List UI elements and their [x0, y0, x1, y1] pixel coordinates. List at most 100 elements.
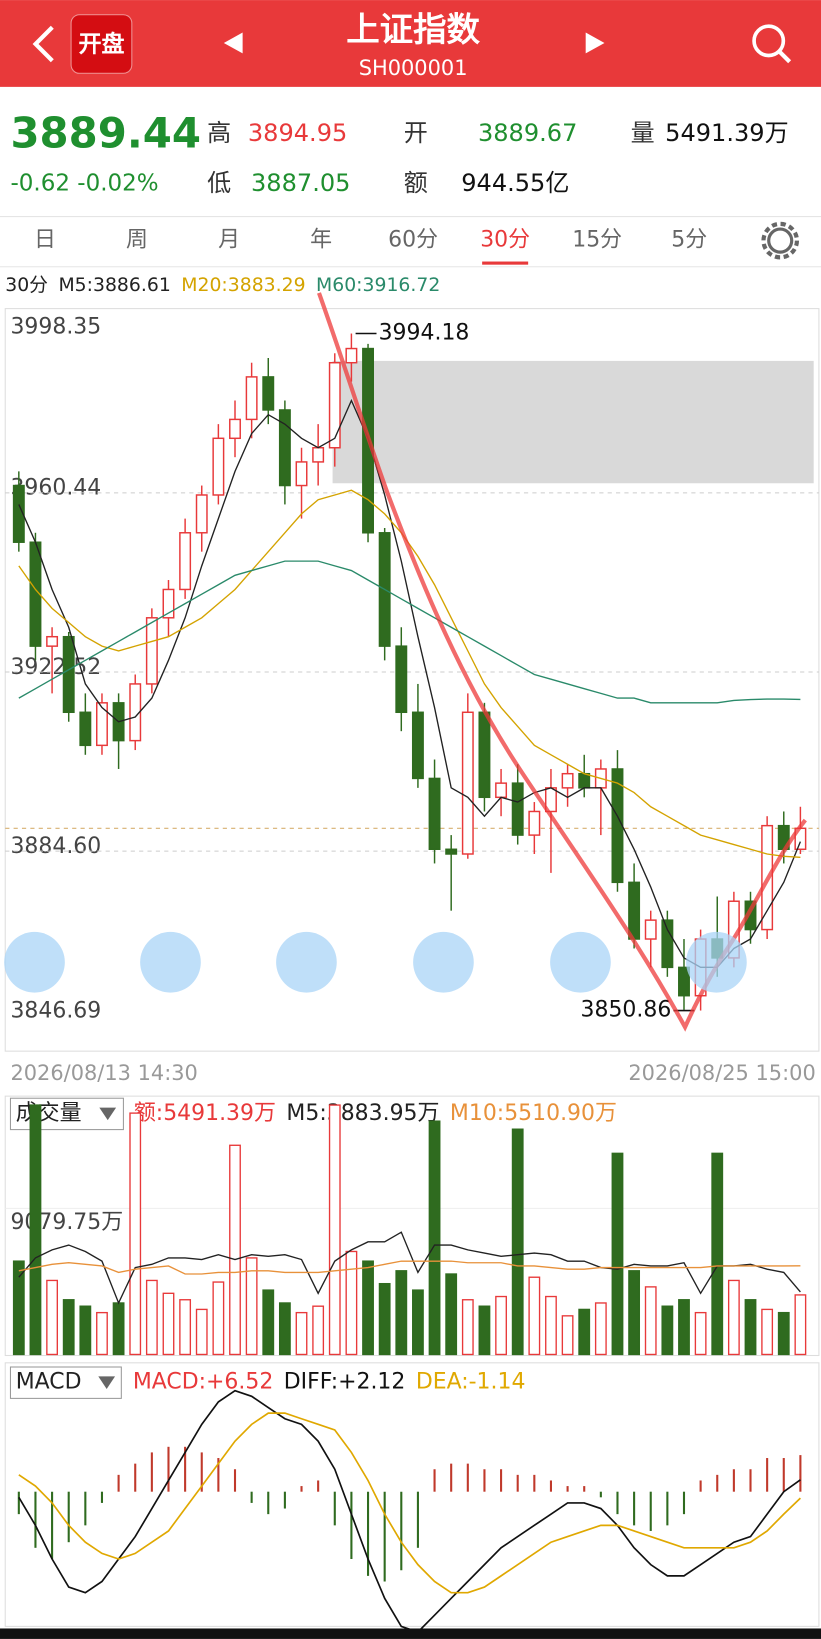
legend-entry: 额:5491.39万	[134, 1101, 276, 1126]
volume-bar	[761, 1308, 774, 1356]
volume-bar	[461, 1299, 474, 1356]
y-tick-label: 9079.75万	[10, 1210, 123, 1235]
volume-bar	[46, 1279, 58, 1356]
tab[interactable]: 15分	[572, 228, 622, 253]
volume-bar	[428, 1120, 441, 1356]
badge[interactable]: 开盘	[78, 31, 124, 58]
volume-bar	[345, 1250, 358, 1356]
zoom-controls	[4, 931, 747, 993]
candle-body	[678, 966, 690, 997]
volume: 5491.39万	[665, 119, 789, 147]
candle-body	[428, 777, 441, 851]
volume-bar	[594, 1302, 607, 1356]
candle-body	[628, 881, 641, 940]
back-button[interactable]	[32, 25, 54, 63]
tab[interactable]: 5分	[671, 228, 707, 253]
line	[18, 1412, 801, 1594]
open-label: 开	[404, 119, 428, 147]
candle-body	[312, 447, 325, 463]
tab[interactable]: 年	[310, 228, 332, 253]
volume-bar	[278, 1302, 291, 1356]
volume-bar	[611, 1152, 624, 1356]
candle-body	[212, 437, 225, 496]
tab[interactable]: 30分	[480, 228, 530, 253]
search-button[interactable]	[752, 24, 792, 64]
zoom-button[interactable]	[276, 931, 337, 993]
volume-bar	[145, 1279, 158, 1356]
candle-body	[262, 376, 275, 411]
volume-bar	[195, 1308, 208, 1356]
volume-bar	[295, 1311, 308, 1356]
zoom-button[interactable]	[140, 931, 201, 993]
zoom-button[interactable]	[4, 931, 65, 993]
volume-panel	[4, 1095, 820, 1357]
candle-body	[79, 711, 92, 747]
high-label: 高	[207, 119, 231, 147]
tab[interactable]: 60分	[388, 228, 438, 253]
volume-bar	[229, 1144, 241, 1356]
volume-bar	[312, 1305, 325, 1356]
volume-bar	[262, 1289, 275, 1356]
volume-bar	[328, 1104, 341, 1356]
candle-body	[395, 645, 408, 714]
open: 3889.67	[478, 119, 577, 147]
legend-entry: M20:3883.29	[181, 275, 305, 296]
volume-bar	[478, 1305, 491, 1356]
candle-body	[495, 782, 508, 799]
y-tick-label: 3922.52	[10, 655, 101, 680]
badge-bg[interactable]	[70, 14, 133, 74]
candle-body	[278, 409, 291, 487]
candle-body	[229, 418, 241, 440]
y-tick-label: 3846.69	[10, 998, 101, 1023]
selector-label[interactable]: 成交量	[16, 1101, 82, 1126]
volume-bar	[561, 1315, 574, 1356]
zoom-button[interactable]	[550, 931, 611, 993]
low: 3887.05	[251, 169, 350, 197]
selector-caret	[98, 1376, 116, 1389]
tab[interactable]: 周	[126, 228, 148, 253]
volume-bar	[96, 1311, 108, 1356]
candle-body	[179, 532, 192, 591]
volume-bar	[245, 1257, 258, 1356]
volume-bar	[794, 1294, 807, 1356]
next-button[interactable]	[585, 32, 605, 54]
volume-bar	[744, 1299, 757, 1356]
volume-bar	[79, 1305, 92, 1356]
price: 3889.44	[10, 109, 201, 158]
volume-bar	[528, 1276, 541, 1356]
marker-label: 3994.18	[379, 321, 470, 346]
tab[interactable]: 月	[218, 228, 240, 253]
volume-bar	[212, 1281, 225, 1356]
candle-body	[245, 376, 258, 421]
low-label: 低	[207, 169, 231, 197]
volume-bar	[179, 1299, 192, 1356]
selector-label[interactable]: MACD	[16, 1370, 82, 1395]
volume-bar	[511, 1128, 524, 1356]
candle-body	[12, 484, 25, 543]
candle-body	[561, 772, 574, 789]
volume-bar	[378, 1282, 391, 1356]
line	[18, 560, 801, 704]
zoom-button[interactable]	[413, 931, 474, 993]
zoom-button[interactable]	[686, 931, 747, 993]
settings-button[interactable]	[761, 221, 800, 260]
candle-body	[195, 494, 208, 534]
volume-bar	[678, 1299, 690, 1356]
tab-underline	[482, 261, 529, 265]
candle-body	[644, 919, 657, 940]
volume-bar	[777, 1311, 790, 1356]
prev-button[interactable]	[223, 32, 243, 54]
tab[interactable]: 日	[34, 228, 56, 253]
volume-bar	[29, 1104, 42, 1356]
candle-body	[328, 361, 341, 449]
volume-bar	[412, 1289, 424, 1356]
y-tick-label: 3884.60	[10, 834, 101, 859]
candle-body	[129, 683, 142, 742]
legend-entry: 30分	[5, 274, 48, 296]
price-panel	[4, 308, 820, 1052]
volume-bar	[162, 1292, 175, 1356]
line	[18, 1260, 801, 1275]
home-bar	[0, 1628, 821, 1639]
selector-caret	[99, 1107, 117, 1121]
